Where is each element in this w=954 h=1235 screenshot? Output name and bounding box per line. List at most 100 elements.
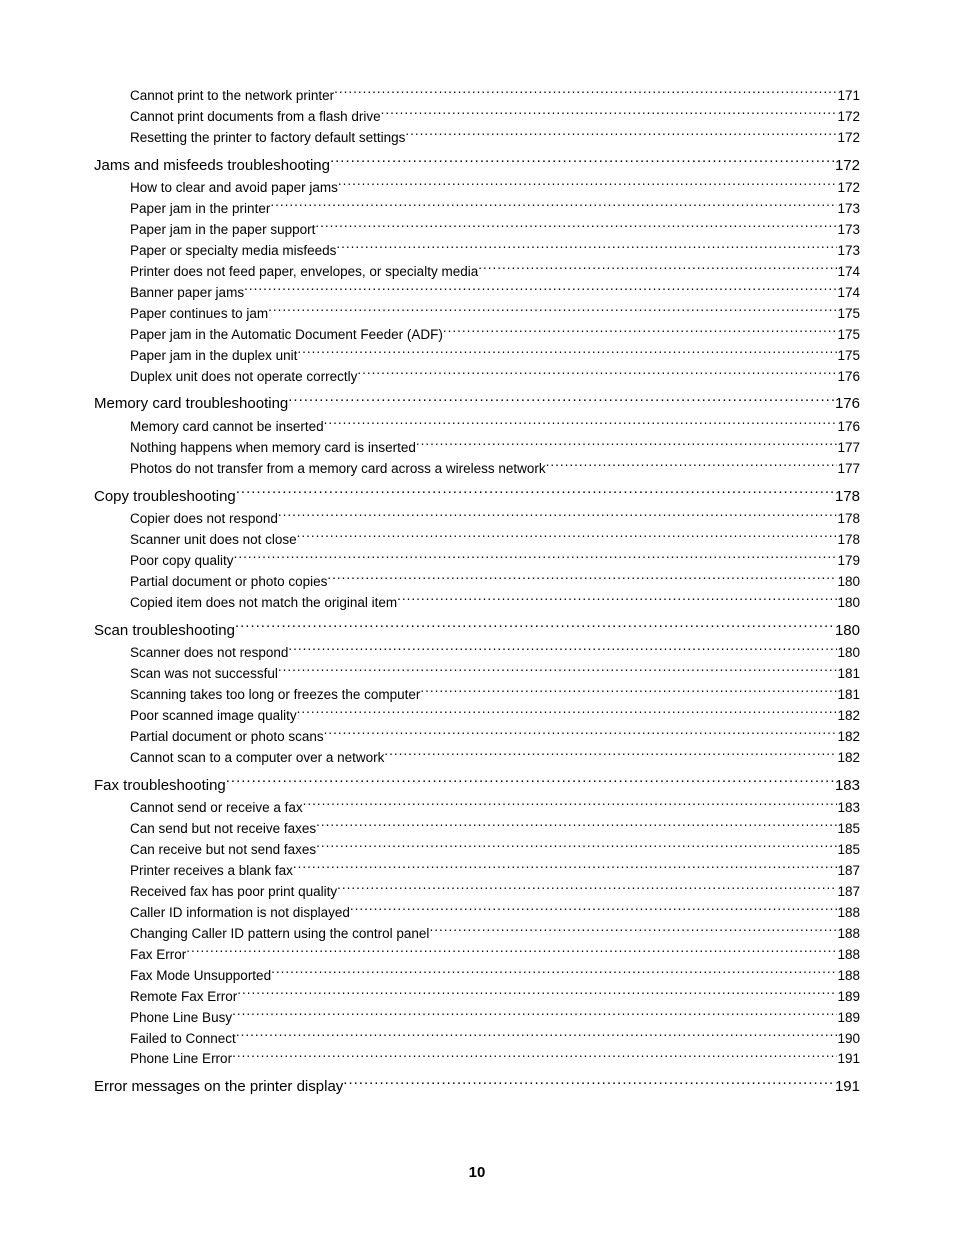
toc-entry-page: 182 (837, 706, 860, 727)
toc-entry-page: 188 (837, 966, 860, 987)
toc-entry-title: Changing Caller ID pattern using the con… (130, 924, 429, 945)
page-number: 10 (0, 1164, 954, 1181)
toc-leader-dots (337, 883, 837, 897)
toc-section-entry[interactable]: Error messages on the printer display191 (94, 1076, 860, 1099)
toc-sub-entry[interactable]: Failed to Connect190 (94, 1029, 860, 1050)
toc-leader-dots (334, 87, 837, 101)
toc-sub-entry[interactable]: Printer does not feed paper, envelopes, … (94, 262, 860, 283)
toc-sub-entry[interactable]: Received fax has poor print quality187 (94, 882, 860, 903)
toc-sub-entry[interactable]: Paper jam in the paper support173 (94, 220, 860, 241)
toc-leader-dots (384, 748, 837, 762)
toc-sub-entry[interactable]: Cannot scan to a computer over a network… (94, 748, 860, 769)
toc-entry-page: 177 (837, 459, 860, 480)
toc-section-entry[interactable]: Copy troubleshooting178 (94, 486, 860, 509)
toc-sub-entry[interactable]: Printer receives a blank fax187 (94, 861, 860, 882)
toc-sub-entry[interactable]: Paper continues to jam175 (94, 304, 860, 325)
toc-section-entry[interactable]: Memory card troubleshooting176 (94, 393, 860, 416)
toc-sub-entry[interactable]: Caller ID information is not displayed18… (94, 903, 860, 924)
toc-sub-entry[interactable]: Scanning takes too long or freezes the c… (94, 685, 860, 706)
toc-sub-entry[interactable]: Poor copy quality179 (94, 551, 860, 572)
toc-sub-entry[interactable]: Paper or specialty media misfeeds 173 (94, 241, 860, 262)
toc-entry-title: Paper or specialty media misfeeds (130, 241, 336, 262)
toc-sub-entry[interactable]: Paper jam in the printer173 (94, 199, 860, 220)
toc-entry-page: 185 (837, 840, 860, 861)
toc-entry-page: 188 (837, 924, 860, 945)
toc-section-entry[interactable]: Jams and misfeeds troubleshooting172 (94, 155, 860, 178)
toc-sub-entry[interactable]: Changing Caller ID pattern using the con… (94, 924, 860, 945)
toc-entry-title: Nothing happens when memory card is inse… (130, 438, 416, 459)
toc-entry-page: 180 (837, 593, 860, 614)
toc-entry-page: 180 (837, 643, 860, 664)
toc-container: Cannot print to the network printer171Ca… (94, 86, 860, 1099)
toc-entry-title: Copy troubleshooting (94, 486, 236, 509)
toc-leader-dots (235, 620, 835, 635)
toc-section-entry[interactable]: Scan troubleshooting180 (94, 620, 860, 643)
toc-entry-page: 174 (837, 262, 860, 283)
toc-sub-entry[interactable]: Copied item does not match the original … (94, 593, 860, 614)
toc-entry-title: Partial document or photo copies (130, 572, 327, 593)
toc-sub-entry[interactable]: Duplex unit does not operate correctly17… (94, 367, 860, 388)
toc-leader-dots (271, 966, 837, 980)
toc-leader-dots (338, 179, 838, 193)
toc-leader-dots (327, 573, 837, 587)
toc-sub-entry[interactable]: Copier does not respond178 (94, 509, 860, 530)
toc-entry-page: 185 (837, 819, 860, 840)
toc-sub-entry[interactable]: Fax Error188 (94, 945, 860, 966)
toc-entry-title: Fax Mode Unsupported (130, 966, 271, 987)
toc-leader-dots (236, 1029, 838, 1043)
toc-sub-entry[interactable]: Paper jam in the Automatic Document Feed… (94, 325, 860, 346)
toc-leader-dots (237, 987, 837, 1001)
toc-sub-entry[interactable]: Banner paper jams174 (94, 283, 860, 304)
toc-entry-page: 177 (837, 438, 860, 459)
toc-leader-dots (186, 945, 837, 959)
toc-entry-title: Scanner unit does not close (130, 530, 297, 551)
toc-sub-entry[interactable]: Poor scanned image quality 182 (94, 706, 860, 727)
toc-entry-title: Printer does not feed paper, envelopes, … (130, 262, 478, 283)
toc-sub-entry[interactable]: How to clear and avoid paper jams172 (94, 178, 860, 199)
toc-leader-dots (244, 283, 837, 297)
toc-leader-dots (336, 242, 837, 256)
toc-sub-entry[interactable]: Photos do not transfer from a memory car… (94, 459, 860, 480)
toc-sub-entry[interactable]: Resetting the printer to factory default… (94, 128, 860, 149)
toc-leader-dots (268, 304, 837, 318)
toc-sub-entry[interactable]: Remote Fax Error189 (94, 987, 860, 1008)
toc-entry-page: 172 (837, 107, 860, 128)
toc-leader-dots (397, 593, 837, 607)
toc-section-entry[interactable]: Fax troubleshooting183 (94, 775, 860, 798)
toc-sub-entry[interactable]: Cannot send or receive a fax183 (94, 798, 860, 819)
toc-entry-title: Poor scanned image quality (130, 706, 297, 727)
toc-leader-dots (350, 904, 838, 918)
toc-sub-entry[interactable]: Partial document or photo scans182 (94, 727, 860, 748)
toc-leader-dots (288, 393, 835, 408)
toc-leader-dots (478, 262, 837, 276)
toc-entry-title: Banner paper jams (130, 283, 244, 304)
toc-entry-page: 171 (837, 86, 860, 107)
toc-sub-entry[interactable]: Can receive but not send faxes185 (94, 840, 860, 861)
toc-page: Cannot print to the network printer171Ca… (0, 0, 954, 1099)
toc-leader-dots (232, 1050, 837, 1064)
toc-entry-title: Paper jam in the Automatic Document Feed… (130, 325, 443, 346)
toc-entry-title: Paper continues to jam (130, 304, 268, 325)
toc-sub-entry[interactable]: Cannot print documents from a flash driv… (94, 107, 860, 128)
toc-entry-page: 175 (837, 346, 860, 367)
toc-leader-dots (381, 107, 838, 121)
toc-sub-entry[interactable]: Memory card cannot be inserted176 (94, 417, 860, 438)
toc-sub-entry[interactable]: Scanner unit does not close178 (94, 530, 860, 551)
toc-entry-page: 173 (837, 241, 860, 262)
toc-sub-entry[interactable]: Phone Line Error191 (94, 1049, 860, 1070)
toc-entry-title: Poor copy quality (130, 551, 234, 572)
toc-sub-entry[interactable]: Fax Mode Unsupported 188 (94, 966, 860, 987)
toc-entry-page: 189 (837, 1008, 860, 1029)
toc-sub-entry[interactable]: Scanner does not respond180 (94, 643, 860, 664)
toc-sub-entry[interactable]: Partial document or photo copies180 (94, 572, 860, 593)
toc-entry-page: 183 (835, 775, 860, 798)
toc-sub-entry[interactable]: Can send but not receive faxes185 (94, 819, 860, 840)
toc-sub-entry[interactable]: Cannot print to the network printer171 (94, 86, 860, 107)
toc-leader-dots (330, 155, 835, 170)
toc-sub-entry[interactable]: Phone Line Busy189 (94, 1008, 860, 1029)
toc-sub-entry[interactable]: Nothing happens when memory card is inse… (94, 438, 860, 459)
toc-leader-dots (293, 862, 838, 876)
toc-leader-dots (297, 346, 837, 360)
toc-sub-entry[interactable]: Paper jam in the duplex unit175 (94, 346, 860, 367)
toc-sub-entry[interactable]: Scan was not successful181 (94, 664, 860, 685)
